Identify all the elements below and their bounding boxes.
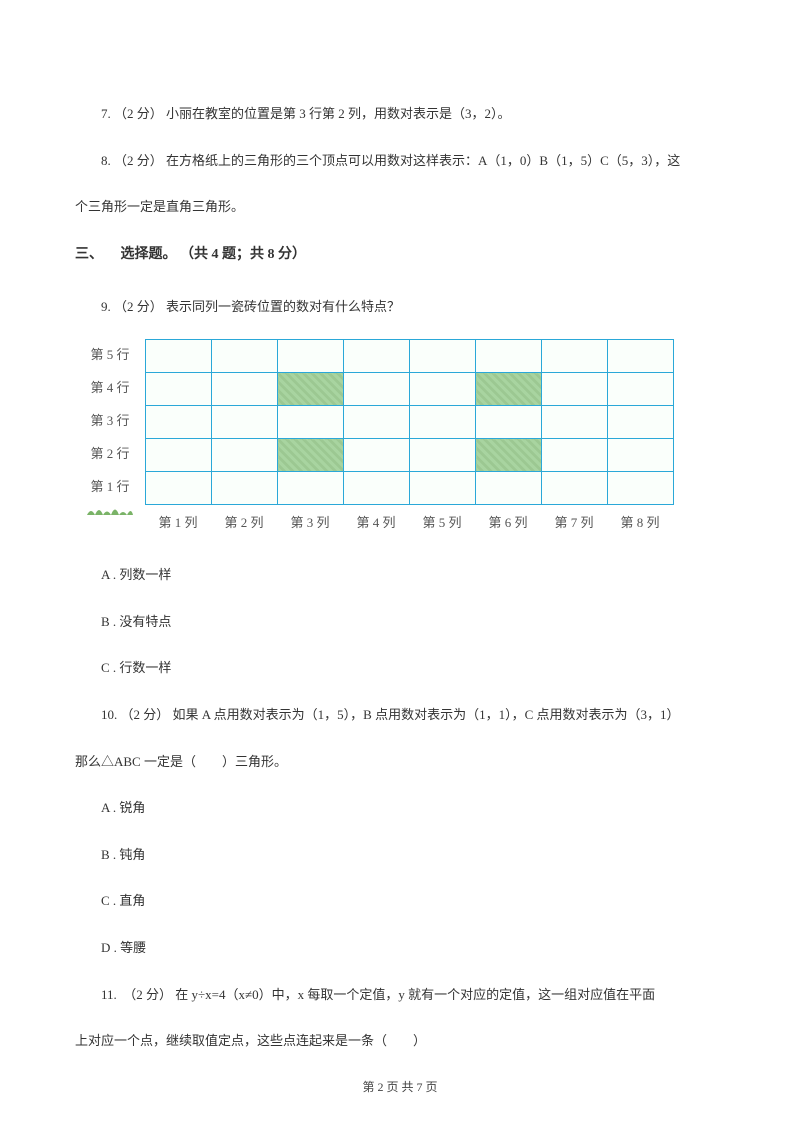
grid-cell (410, 340, 476, 373)
row-label-2: 第 2 行 (75, 438, 145, 471)
grid-cell (344, 340, 410, 373)
page-footer: 第 2 页 共 7 页 (0, 1074, 800, 1100)
grid-cell (146, 472, 212, 505)
section-3-meta: （共 4 题；共 8 分） (180, 247, 306, 262)
question-8: 8. （2 分） 在方格纸上的三角形的三个顶点可以用数对这样表示：A（1，0）B… (75, 147, 725, 176)
q10-option-d: D . 等腰 (75, 934, 725, 963)
col-label-1: 第 1 列 (145, 509, 211, 538)
row-label-5: 第 5 行 (75, 339, 145, 372)
grid-cell (608, 373, 674, 406)
grid-cell (278, 439, 344, 472)
grid-cell (542, 406, 608, 439)
col-label-3: 第 3 列 (277, 509, 343, 538)
grid-cell (146, 340, 212, 373)
q7-points: （2 分） (114, 106, 163, 121)
section-3-label: 三、 (75, 247, 103, 262)
col-label-8: 第 8 列 (607, 509, 673, 538)
q10-points: （2 分） (121, 707, 170, 722)
q8-points: （2 分） (114, 153, 163, 168)
grid-cell (476, 406, 542, 439)
question-10-cont: 那么△ABC 一定是（ ）三角形。 (75, 748, 725, 777)
grid-cell (212, 472, 278, 505)
q8-number: 8. (101, 153, 111, 168)
question-8-cont: 个三角形一定是直角三角形。 (75, 193, 725, 222)
grid-cell (608, 406, 674, 439)
col-labels: 第 1 列 第 2 列 第 3 列 第 4 列 第 5 列 第 6 列 第 7 … (145, 509, 673, 538)
grid-cell (212, 340, 278, 373)
grid-cell (410, 472, 476, 505)
grid-cell (212, 373, 278, 406)
grid-cell (542, 373, 608, 406)
grass-icon (85, 499, 135, 517)
question-9: 9. （2 分） 表示同列一瓷砖位置的数对有什么特点？ (75, 293, 725, 322)
col-label-4: 第 4 列 (343, 509, 409, 538)
col-label-2: 第 2 列 (211, 509, 277, 538)
q9-number: 9. (101, 299, 111, 314)
q11-points: （2 分） (123, 987, 172, 1002)
q9-option-c: C . 行数一样 (75, 654, 725, 683)
col-label-6: 第 6 列 (475, 509, 541, 538)
grid-cell (278, 406, 344, 439)
q10-text-a: 如果 A 点用数对表示为（1，5），B 点用数对表示为（1，1），C 点用数对表… (173, 707, 680, 722)
grid-cell (344, 406, 410, 439)
grid-cell (608, 340, 674, 373)
q11-text-b: 上对应一个点，继续取值定点，这些点连起来是一条（ ） (75, 1033, 426, 1048)
grid-cell (608, 472, 674, 505)
grid-cell (212, 406, 278, 439)
grid-cell (212, 439, 278, 472)
grid-cell (476, 373, 542, 406)
question-11-cont: 上对应一个点，继续取值定点，这些点连起来是一条（ ） (75, 1027, 725, 1056)
grid-cell (146, 373, 212, 406)
grid-cell (542, 472, 608, 505)
q7-text: 小丽在教室的位置是第 3 行第 2 列，用数对表示是（3，2）。 (166, 106, 511, 121)
section-3-title: 选择题。 (121, 247, 177, 262)
row-label-4: 第 4 行 (75, 372, 145, 405)
grid-cell (344, 439, 410, 472)
grid-cell (542, 340, 608, 373)
col-label-7: 第 7 列 (541, 509, 607, 538)
q9-option-b: B . 没有特点 (75, 608, 725, 637)
q11-number: 11. (101, 987, 117, 1002)
q10-text-b: 那么△ABC 一定是（ ）三角形。 (75, 754, 287, 769)
question-10: 10. （2 分） 如果 A 点用数对表示为（1，5），B 点用数对表示为（1，… (75, 701, 725, 730)
grid-cell (344, 373, 410, 406)
grid-cell (410, 439, 476, 472)
row-label-3: 第 3 行 (75, 405, 145, 438)
grid-cell (146, 439, 212, 472)
q10-number: 10. (101, 707, 117, 722)
q10-option-c: C . 直角 (75, 887, 725, 916)
q9-text: 表示同列一瓷砖位置的数对有什么特点？ (166, 299, 400, 314)
grid-cell (410, 373, 476, 406)
section-3-header: 三、 选择题。 （共 4 题；共 8 分） (75, 240, 725, 271)
question-7: 7. （2 分） 小丽在教室的位置是第 3 行第 2 列，用数对表示是（3，2）… (75, 100, 725, 129)
q9-option-a: A . 列数一样 (75, 561, 725, 590)
grid-cell (476, 439, 542, 472)
row-labels: 第 5 行 第 4 行 第 3 行 第 2 行 第 1 行 (75, 339, 145, 504)
q8-text-a: 在方格纸上的三角形的三个顶点可以用数对这样表示：A（1，0）B（1，5）C（5，… (166, 153, 680, 168)
grid-cell (542, 439, 608, 472)
q10-option-a: A . 锐角 (75, 794, 725, 823)
q9-points: （2 分） (114, 299, 163, 314)
grid-cell (608, 439, 674, 472)
grid-cell (278, 472, 344, 505)
col-label-5: 第 5 列 (409, 509, 475, 538)
q9-grid-figure: 第 5 行 第 4 行 第 3 行 第 2 行 第 1 行 第 1 列 第 2 … (75, 339, 685, 539)
question-11: 11. （2 分） 在 y÷x=4（x≠0）中，x 每取一个定值，y 就有一个对… (75, 981, 725, 1010)
q10-option-b: B . 钝角 (75, 841, 725, 870)
grid-cell (278, 340, 344, 373)
grid-table (145, 339, 674, 505)
grid-cell (476, 340, 542, 373)
q7-number: 7. (101, 106, 111, 121)
q8-text-b: 个三角形一定是直角三角形。 (75, 199, 244, 214)
grid-cell (410, 406, 476, 439)
q11-text-a: 在 y÷x=4（x≠0）中，x 每取一个定值，y 就有一个对应的定值，这一组对应… (175, 987, 655, 1002)
grid-cell (146, 406, 212, 439)
grid-cell (278, 373, 344, 406)
grid-cell (344, 472, 410, 505)
grid-cell (476, 472, 542, 505)
